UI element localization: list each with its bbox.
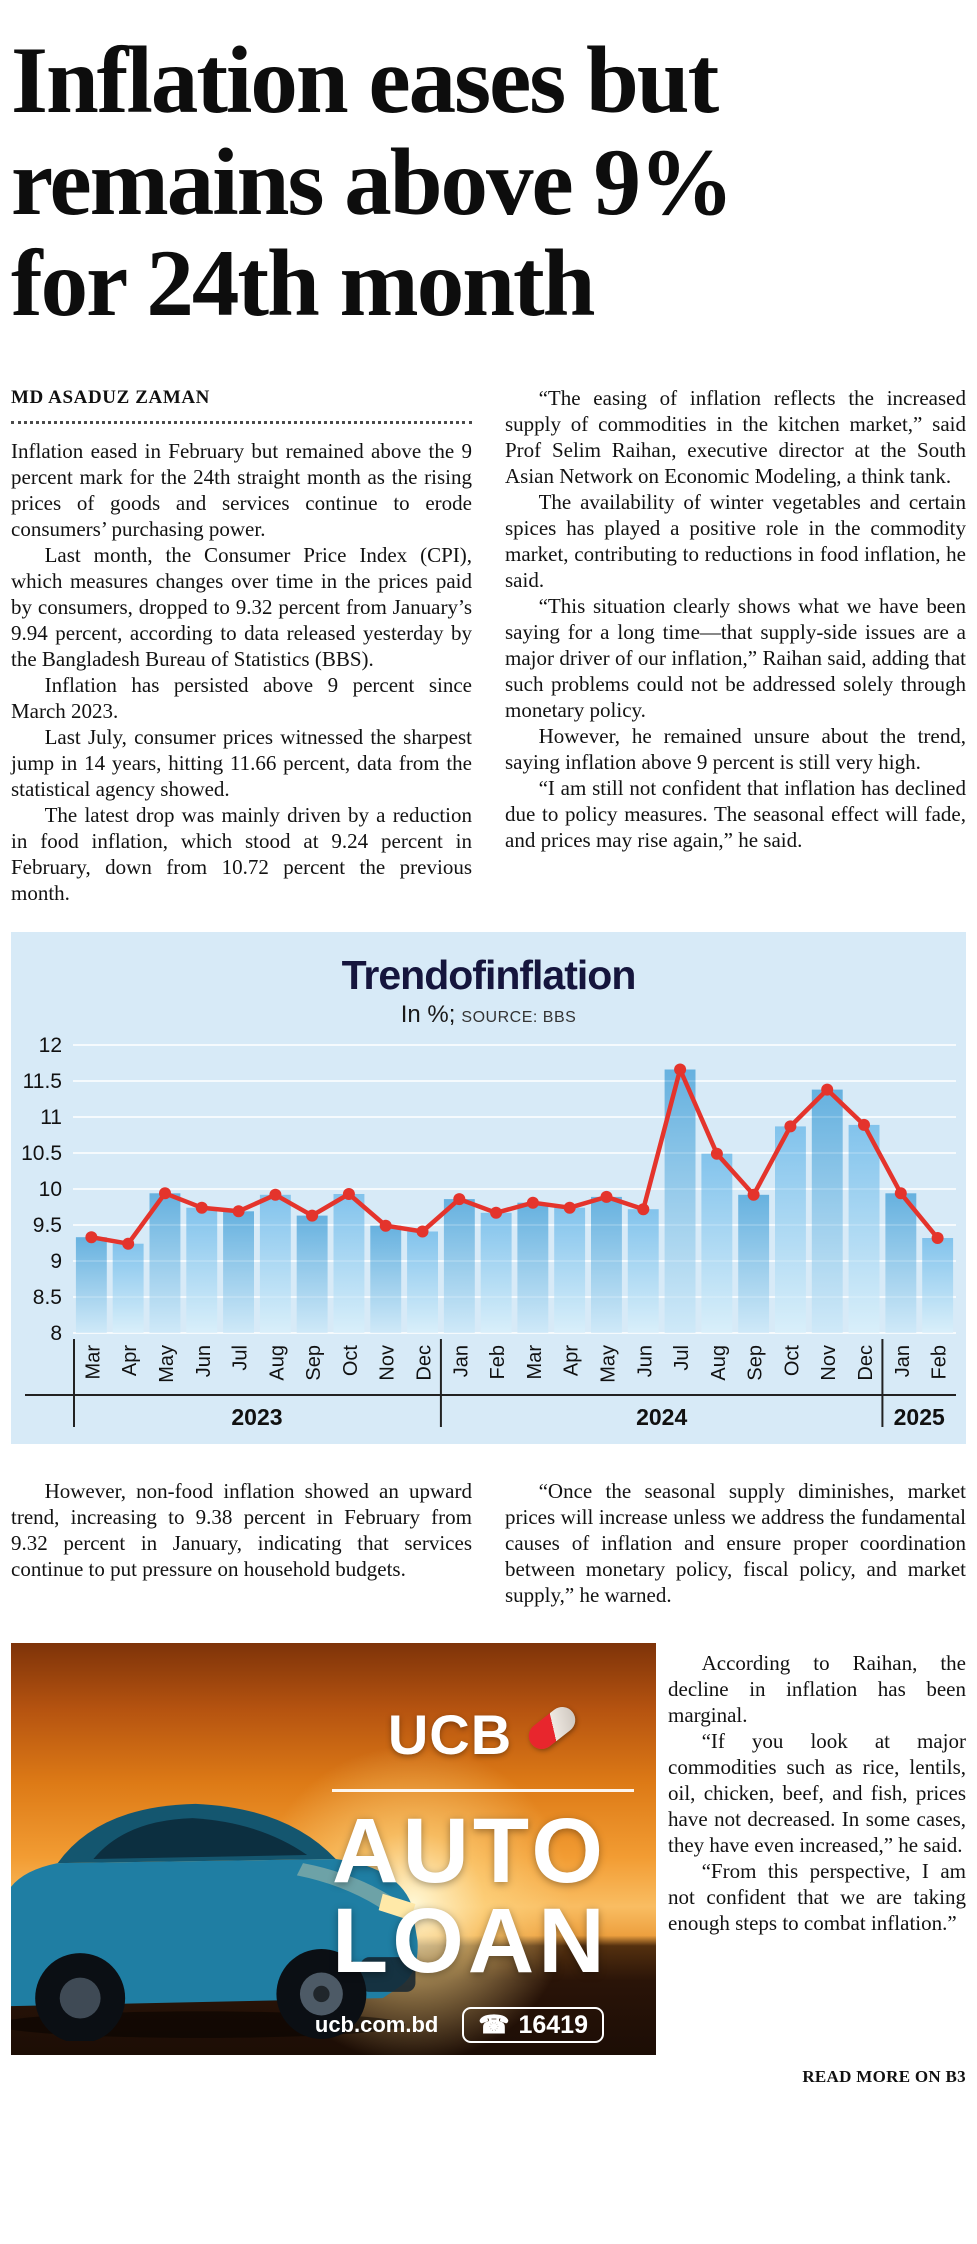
svg-text:Sep: Sep: [745, 1345, 767, 1381]
svg-text:Oct: Oct: [340, 1344, 362, 1376]
car-illustration: [11, 1803, 418, 2041]
article-body-bottom: However, non-food inflation showed an up…: [11, 1478, 966, 2092]
svg-text:Jul: Jul: [230, 1345, 252, 1371]
svg-text:Mar: Mar: [524, 1345, 546, 1380]
svg-text:Jun: Jun: [634, 1345, 656, 1377]
inflation-chart-section: Trendofinflation In %; SOURCE: BBS 8 8.5 9 9…: [11, 931, 966, 1444]
ad-hotline-badge: ☎ 16419: [462, 2006, 604, 2043]
svg-text:10.5: 10.5: [21, 1142, 62, 1165]
svg-text:Aug: Aug: [266, 1345, 288, 1381]
paragraph: Inflation eased in February but remained…: [11, 438, 472, 541]
newspaper-page: Inflation eases but remains above 9% for 2…: [0, 27, 977, 2092]
headline-line-1: Inflation eases but: [11, 27, 719, 133]
byline: MD ASADUZ ZAMAN: [11, 386, 210, 408]
svg-text:9: 9: [50, 1250, 62, 1273]
chart-source-label: SOURCE: BBS: [461, 1008, 577, 1026]
inflation-trend-chart: 8 8.5 9 9.5 10 10.5 11 11.5 12 Mar Apr May Jun Jul Aug…: [21, 1034, 956, 1430]
headline-line-3: for 24th month: [11, 230, 596, 337]
capsule-icon: [523, 1701, 581, 1755]
chart-subtitle: In %; SOURCE: BBS: [11, 1001, 966, 1029]
svg-text:8: 8: [50, 1322, 62, 1345]
headline-line-2: remains above 9%: [11, 128, 734, 235]
svg-text:Feb: Feb: [487, 1345, 509, 1379]
paragraph: “If you look at major commodities such a…: [668, 1728, 966, 1857]
svg-text:10: 10: [39, 1178, 62, 1201]
svg-text:Nov: Nov: [377, 1345, 399, 1381]
svg-text:Feb: Feb: [929, 1345, 951, 1379]
svg-text:9.5: 9.5: [33, 1214, 62, 1237]
ad-footer: ucb.com.bd ☎ 16419: [11, 2006, 656, 2043]
paragraph: “This situation clearly shows what we ha…: [505, 593, 966, 722]
byline-divider: [11, 420, 472, 424]
paragraph: However, non-food inflation showed an up…: [11, 1478, 472, 1581]
svg-text:Apr: Apr: [119, 1345, 141, 1376]
ad-text-block: UCB AUTO LOAN: [332, 1701, 634, 1993]
paragraph: “The easing of inflation reflects the in…: [505, 385, 966, 488]
article-headline: Inflation eases but remains above 9% for 2…: [11, 27, 966, 337]
svg-text:Jan: Jan: [892, 1345, 914, 1377]
ad-website: ucb.com.bd: [314, 2011, 439, 2037]
svg-text:Sep: Sep: [303, 1345, 325, 1381]
svg-text:Mar: Mar: [82, 1345, 104, 1380]
paragraph: However, he remained unsure about the tr…: [505, 723, 966, 774]
paragraph: Inflation has persisted above 9 percent …: [11, 672, 472, 723]
svg-text:Dec: Dec: [414, 1345, 436, 1381]
svg-text:8.5: 8.5: [33, 1286, 62, 1309]
svg-text:Dec: Dec: [855, 1345, 877, 1381]
paragraph: “I am still not confident that inflation…: [505, 775, 966, 852]
narrow-column: According to Raihan, the decline in infl…: [668, 1650, 966, 1936]
column-left: MD ASADUZ ZAMAN Inflation eased in Febru…: [11, 385, 472, 906]
phone-icon: ☎: [478, 2010, 510, 2039]
svg-text:May: May: [597, 1345, 619, 1383]
paragraph: According to Raihan, the decline in infl…: [668, 1650, 966, 1727]
svg-text:Jan: Jan: [450, 1345, 472, 1377]
svg-text:12: 12: [39, 1034, 62, 1057]
paragraph: The latest drop was mainly driven by a r…: [11, 802, 472, 905]
paragraph: Last month, the Consumer Price Index (CP…: [11, 542, 472, 671]
chart-title: Trendofinflation: [341, 951, 637, 998]
svg-text:Apr: Apr: [561, 1345, 583, 1376]
svg-text:2024: 2024: [636, 1404, 687, 1430]
svg-text:11.5: 11.5: [23, 1070, 62, 1093]
svg-text:Jun: Jun: [193, 1345, 215, 1377]
column-right: “The easing of inflation reflects the in…: [505, 385, 966, 906]
ad-hotline-number: 16419: [518, 2010, 588, 2039]
ucb-auto-loan-ad: UCB AUTO LOAN ucb.com.bd ☎ 16419: [11, 1642, 656, 2055]
svg-text:Jul: Jul: [671, 1345, 693, 1371]
paragraph: The availability of winter vegetables an…: [505, 489, 966, 592]
article-body-top: MD ASADUZ ZAMAN Inflation eased in Febru…: [11, 385, 966, 906]
svg-text:Nov: Nov: [818, 1345, 840, 1381]
ad-headline-auto: AUTO: [332, 1799, 607, 1902]
paragraph: “Once the seasonal supply diminishes, ma…: [505, 1478, 966, 1607]
paragraph: “From this perspective, I am not confide…: [668, 1858, 966, 1935]
ad-headline-loan: LOAN: [332, 1890, 609, 1993]
chart-unit-label: In %;: [400, 1000, 456, 1028]
read-more-note: READ MORE ON B3: [802, 2066, 966, 2086]
svg-text:May: May: [156, 1345, 178, 1383]
svg-text:2025: 2025: [894, 1404, 945, 1430]
svg-text:11: 11: [40, 1106, 62, 1129]
svg-text:2023: 2023: [231, 1404, 282, 1430]
svg-text:Aug: Aug: [708, 1345, 730, 1381]
paragraph: Last July, consumer prices witnessed the…: [11, 724, 472, 801]
svg-text:Oct: Oct: [781, 1344, 803, 1376]
ad-divider: [332, 1788, 634, 1792]
ucb-wordmark: UCB: [387, 1702, 513, 1766]
ucb-logo: UCB: [332, 1701, 634, 1766]
